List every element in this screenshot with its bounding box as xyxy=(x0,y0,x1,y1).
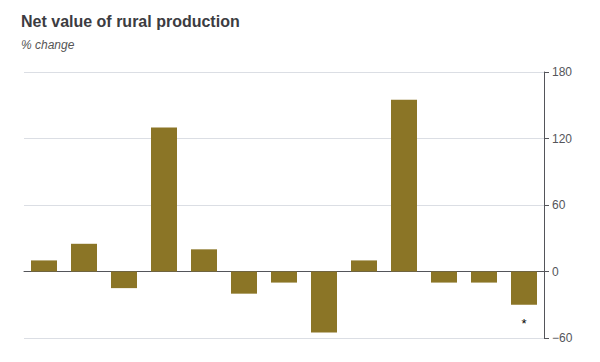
svg-text:Net value of rural production: Net value of rural production xyxy=(21,13,240,30)
svg-text:60: 60 xyxy=(552,198,566,212)
svg-text:180: 180 xyxy=(552,65,572,79)
svg-text:% change: % change xyxy=(21,38,75,52)
svg-text:*: * xyxy=(521,316,526,331)
svg-text:−60: −60 xyxy=(552,331,573,345)
svg-text:0: 0 xyxy=(552,265,559,279)
svg-text:120: 120 xyxy=(552,132,572,146)
